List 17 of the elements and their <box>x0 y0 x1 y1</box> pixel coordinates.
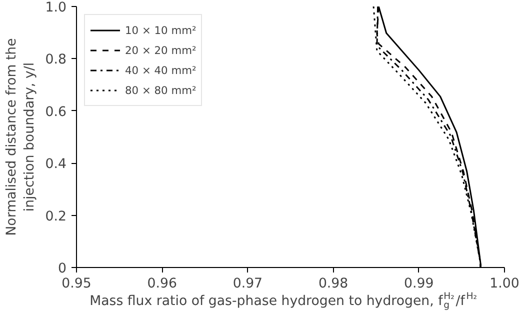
legend-label: 20 × 20 mm² <box>125 44 196 56</box>
x-tick-label: 1.00 <box>490 276 520 292</box>
y-tick-label: 0 <box>58 262 67 276</box>
legend-label: 10 × 10 mm² <box>125 24 196 36</box>
x-tick-label: 0.97 <box>232 276 263 292</box>
legend-label: 40 × 40 mm² <box>125 64 196 76</box>
legend-label: 80 × 80 mm² <box>125 84 196 96</box>
y-tick-label: 0.8 <box>45 52 67 68</box>
y-tick-label: 1.0 <box>45 0 67 16</box>
x-tick-label: 0.98 <box>318 276 348 292</box>
x-tick-label: 0.96 <box>147 276 177 292</box>
y-tick-label: 0.2 <box>45 209 67 224</box>
x-tick-label: 0.95 <box>62 276 92 292</box>
y-tick-label: 0.4 <box>45 157 67 172</box>
x-tick-label: 0.99 <box>404 276 434 292</box>
y-tick-label: 0.6 <box>45 104 67 120</box>
y-axis-title: Normalised distance from the injection boundary, y/l <box>4 38 38 236</box>
